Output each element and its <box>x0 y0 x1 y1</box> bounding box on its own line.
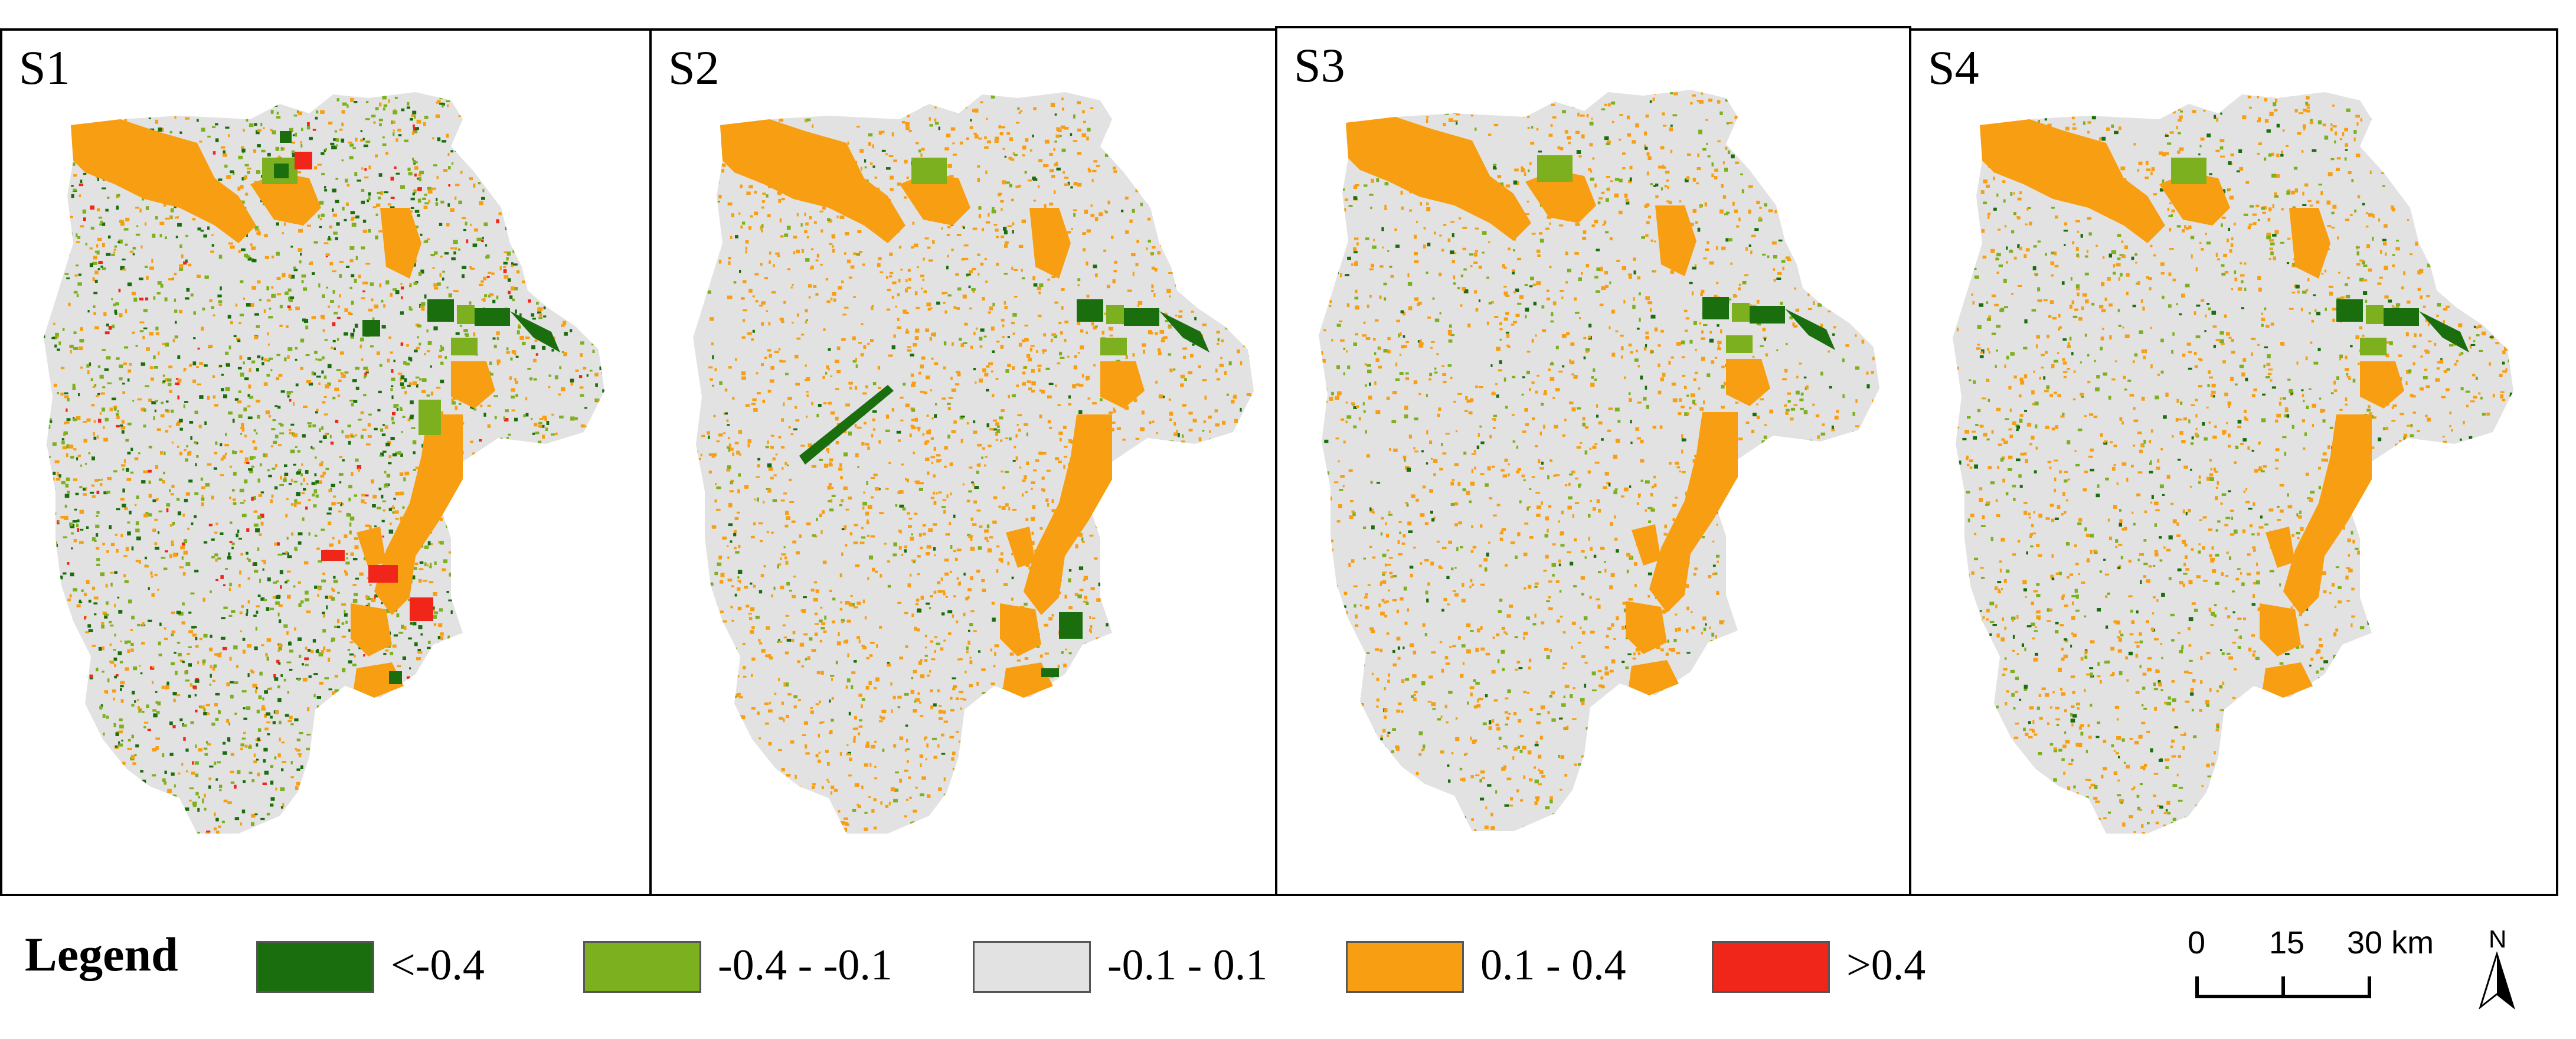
legend-swatch <box>256 941 374 993</box>
map-panel-s2: S2 <box>649 28 1277 896</box>
region-map <box>693 92 1254 834</box>
scale-label-15: 15 <box>2269 925 2305 960</box>
map-panel-s4: S4 <box>1909 28 2558 896</box>
legend: Legend <-0.4 -0.4 - -0.1 -0.1 - 0.1 0.1 … <box>0 909 2576 1039</box>
scale-bar: 0 15 30 km <box>2188 925 2434 1015</box>
region-map <box>1953 92 2513 834</box>
legend-label: >0.4 <box>1846 941 1926 989</box>
legend-label: -0.4 - -0.1 <box>718 941 893 989</box>
class-patches <box>1537 155 1835 353</box>
panel-label: S4 <box>1928 41 1979 94</box>
legend-swatch <box>1346 941 1464 993</box>
class-patches <box>2171 158 2469 355</box>
region-map <box>1319 90 1879 831</box>
legend-swatch <box>583 941 701 993</box>
north-arrow-icon: N <box>2473 925 2521 1010</box>
panel-label: S3 <box>1294 38 1345 92</box>
legend-title: Legend <box>25 927 178 981</box>
map-panel-s3: S3 <box>1275 26 1911 896</box>
legend-swatch <box>973 941 1091 993</box>
class-patches <box>262 131 560 684</box>
legend-swatch <box>1712 941 1830 993</box>
class-patches <box>799 158 1209 677</box>
region-map <box>44 92 604 834</box>
panel-label: S1 <box>19 41 70 94</box>
legend-label: -0.1 - 0.1 <box>1107 941 1268 989</box>
map-panel-s1: S1 <box>0 28 652 896</box>
scale-label-0: 0 <box>2188 925 2206 960</box>
legend-label: 0.1 - 0.4 <box>1480 941 1626 989</box>
panel-label: S2 <box>668 41 720 94</box>
scale-bar-line <box>2195 976 2371 998</box>
legend-label: <-0.4 <box>391 941 485 989</box>
north-arrow-letter: N <box>2489 925 2507 953</box>
scale-label-30: 30 km <box>2347 925 2434 960</box>
